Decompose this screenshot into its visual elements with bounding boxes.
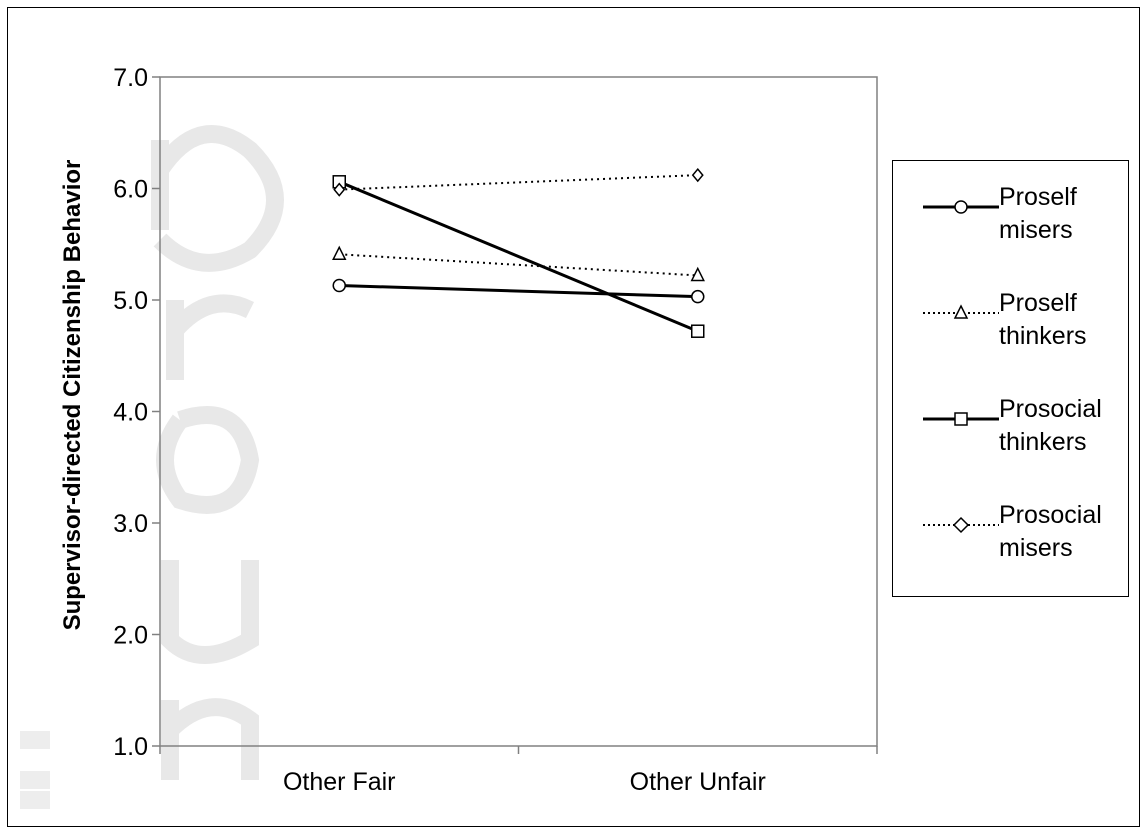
data-point-square	[691, 324, 705, 338]
series-prosocial-misers	[333, 167, 704, 197]
data-point-triangle	[690, 266, 705, 282]
y-tick-label: 7.0	[113, 64, 148, 92]
legend-label: Prosocial thinkers	[999, 395, 1102, 456]
series-line	[338, 180, 699, 333]
legend-entry-proself-thinkers: Proself thinkers	[893, 285, 1130, 365]
series-line	[339, 284, 698, 299]
legend-label: Proself thinkers	[999, 289, 1087, 350]
x-axis: Other Fair Other Unfair	[159, 746, 878, 796]
x-tick-label: Other Fair	[283, 768, 396, 796]
data-point-circle	[691, 289, 705, 304]
y-tick-label: 5.0	[113, 287, 148, 315]
y-tick-label: 3.0	[113, 510, 148, 538]
legend-marker-circle-solid	[923, 200, 999, 214]
y-axis: 1.0 2.0 3.0 4.0 5.0 6.0 7.0	[113, 64, 160, 761]
series-line	[339, 174, 698, 191]
series-proself-misers	[332, 278, 705, 304]
y-tick-label: 4.0	[113, 399, 148, 427]
data-point-triangle	[332, 245, 347, 261]
legend-entry-prosocial-thinkers: Prosocial thinkers	[893, 391, 1130, 471]
legend: Proself misers Proself thinkers Prosocia…	[892, 160, 1129, 597]
plot-area	[159, 76, 878, 747]
legend-marker-diamond-dotted	[923, 516, 999, 534]
legend-entry-proself-misers: Proself misers	[893, 179, 1130, 259]
data-point-diamond	[691, 167, 704, 183]
y-tick-label: 1.0	[113, 733, 148, 761]
y-tick-label: 6.0	[113, 176, 148, 204]
series-prosocial-thinkers	[332, 175, 705, 338]
legend-label: Proself misers	[999, 183, 1077, 244]
series-proself-thinkers	[332, 245, 705, 282]
legend-label: Prosocial misers	[999, 501, 1102, 562]
data-point-diamond	[333, 182, 346, 197]
x-tick-label: Other Unfair	[630, 768, 766, 796]
legend-entry-prosocial-misers: Prosocial misers	[893, 497, 1130, 577]
y-axis-label: Supervisor-directed Citizenship Behavior	[59, 160, 86, 631]
legend-marker-triangle-dotted	[923, 304, 999, 319]
legend-marker-square-solid	[923, 412, 999, 426]
series-layer	[332, 167, 705, 338]
data-point-circle	[332, 278, 346, 293]
y-tick-label: 2.0	[113, 622, 148, 650]
